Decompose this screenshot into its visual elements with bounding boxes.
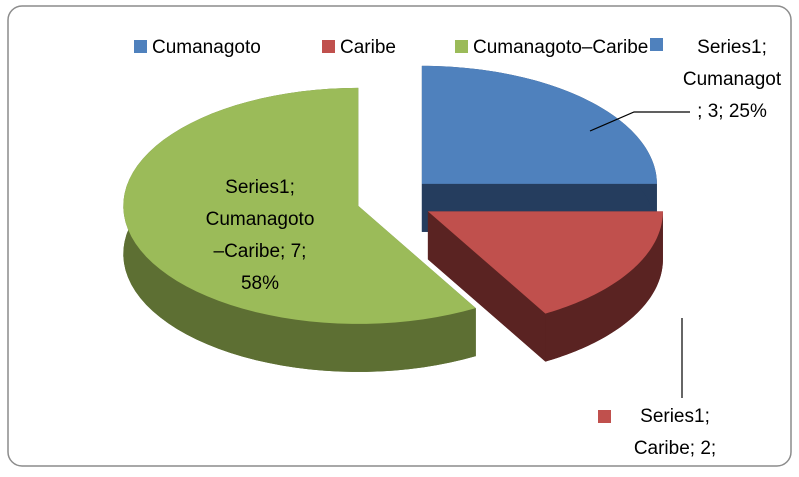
- slice: [421, 65, 657, 184]
- data-label: Series1;: [640, 406, 710, 427]
- slice-wall: [427, 211, 546, 362]
- legend-label: Cumanagoto–Caribe: [473, 37, 648, 58]
- pie: [123, 65, 663, 372]
- data-label: Series1;: [225, 177, 295, 198]
- legend-label: Caribe: [340, 37, 396, 58]
- chart-frame: [7, 5, 792, 467]
- slice-side: [545, 211, 663, 362]
- legend-swatch: [322, 40, 335, 53]
- data-label: ; 3; 25%: [697, 101, 767, 122]
- legend-swatch: [455, 40, 468, 53]
- data-label: 58%: [241, 273, 279, 294]
- data-label: Cumanagot: [683, 69, 782, 90]
- data-label: Series1;: [697, 37, 767, 58]
- labels: Cumanagoto Caribe Cumanagoto–Caribe Series1…: [134, 37, 782, 459]
- data-label: Cumanagoto: [206, 209, 315, 230]
- slice: [123, 87, 476, 324]
- label-swatch: [650, 38, 663, 51]
- label-swatch: [598, 410, 611, 423]
- legend-swatch: [134, 40, 147, 53]
- data-label: –Caribe; 7;: [214, 241, 307, 262]
- legend-label: Cumanagoto: [152, 37, 261, 58]
- slice: [427, 211, 663, 314]
- leader-line: [589, 111, 690, 132]
- data-label: Caribe; 2;: [634, 438, 716, 459]
